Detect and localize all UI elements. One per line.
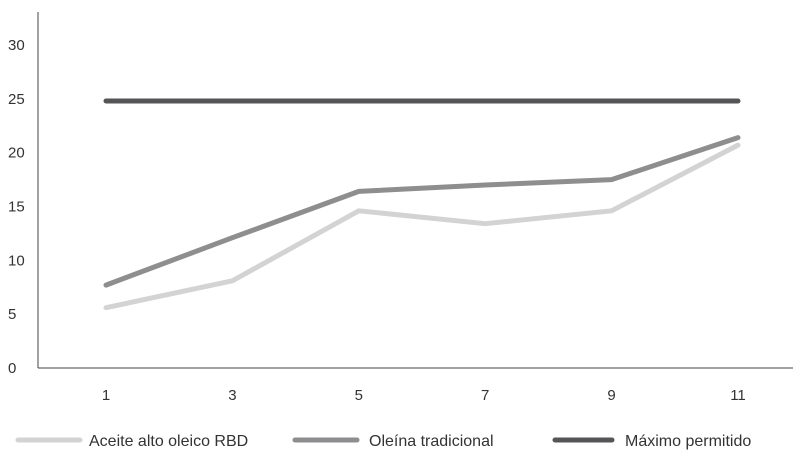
y-tick-label: 10 bbox=[8, 252, 25, 269]
y-tick-label: 0 bbox=[8, 360, 16, 377]
series-lines bbox=[103, 98, 741, 311]
x-tick-label: 3 bbox=[228, 387, 236, 404]
x-tick-label: 11 bbox=[730, 387, 746, 404]
series-line-2 bbox=[103, 135, 741, 288]
y-tick-label: 25 bbox=[8, 91, 25, 108]
legend-label: Máximo permitido bbox=[625, 433, 751, 450]
legend-label: Oleína tradicional bbox=[369, 433, 494, 450]
y-axis: 0 5 10 15 20 25 30 bbox=[8, 12, 39, 377]
legend-label: Aceite alto oleico RBD bbox=[89, 433, 248, 450]
y-tick-label: 15 bbox=[8, 199, 25, 216]
x-tick-label: 9 bbox=[607, 387, 615, 404]
x-tick-label: 1 bbox=[102, 387, 110, 404]
x-tick-label: 5 bbox=[355, 387, 363, 404]
x-tick-label: 7 bbox=[481, 387, 489, 404]
x-axis: 1 3 5 7 9 11 bbox=[38, 367, 793, 404]
y-tick-label: 30 bbox=[8, 37, 25, 54]
y-tick-label: 5 bbox=[8, 306, 16, 323]
series-line-1 bbox=[103, 142, 741, 311]
y-tick-label: 20 bbox=[8, 145, 25, 162]
legend: Aceite alto oleico RBD Oleína tradicional… bbox=[15, 433, 751, 450]
